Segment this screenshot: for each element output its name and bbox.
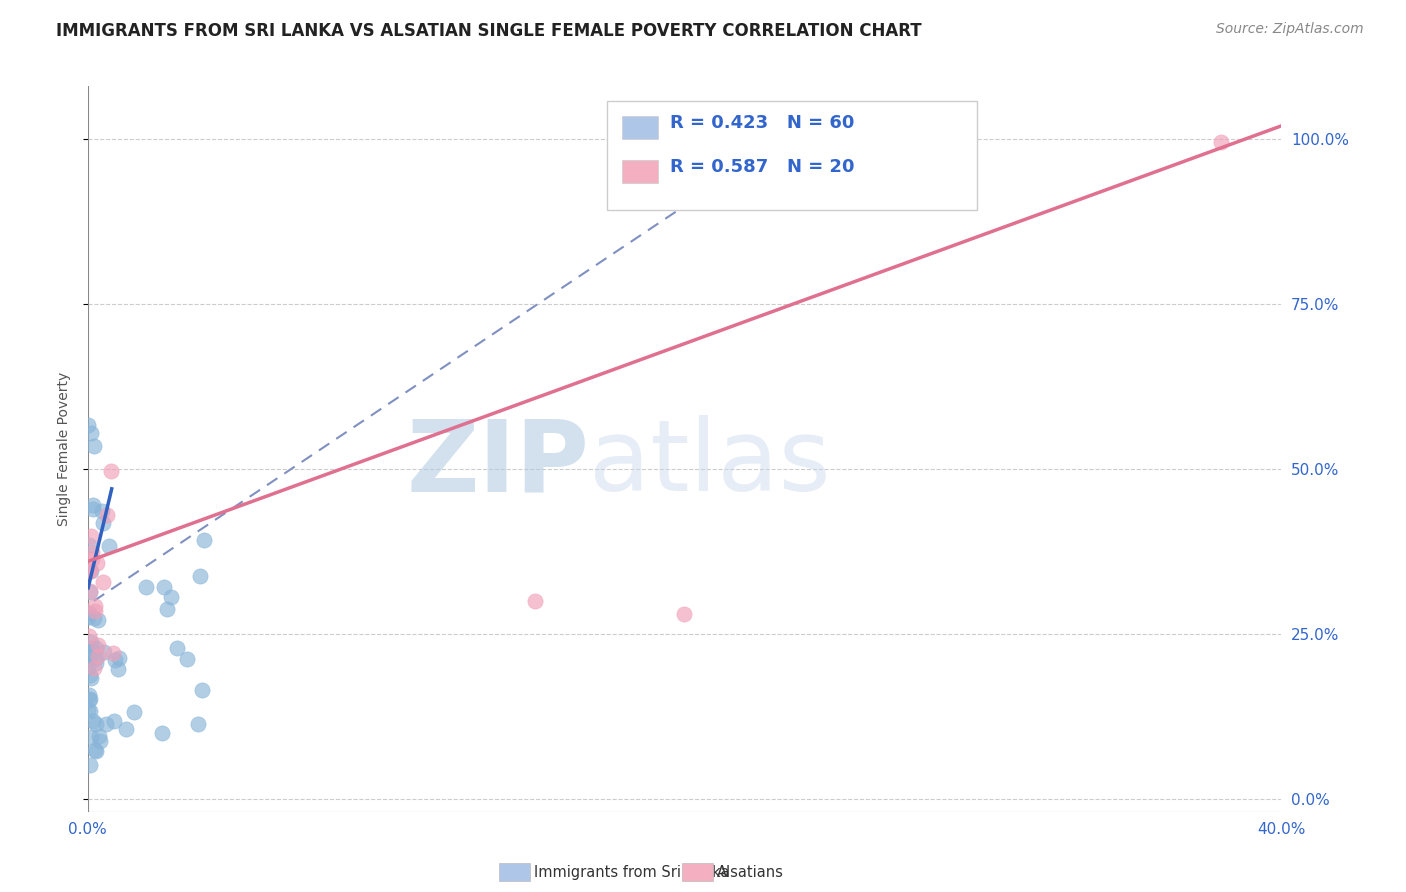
Point [77, 692, 100, 706]
Point [94, 717, 117, 731]
Point [84, 657, 107, 671]
Point [79, 584, 101, 599]
Point [91, 516, 114, 531]
Point [79, 691, 101, 706]
Point [84, 744, 107, 758]
Point [80, 634, 103, 648]
Point [98, 539, 121, 553]
Point [80, 545, 103, 559]
Point [79, 529, 101, 543]
FancyBboxPatch shape [623, 160, 658, 183]
Point [83, 439, 105, 453]
Point [79, 425, 101, 440]
Point [84, 599, 107, 613]
Point [83, 611, 105, 625]
Point [190, 682, 212, 697]
Text: Source: ZipAtlas.com: Source: ZipAtlas.com [1216, 22, 1364, 37]
FancyBboxPatch shape [623, 116, 658, 139]
Point [79, 564, 101, 578]
Point [77, 629, 100, 643]
Text: Immigrants from Sri Lanka: Immigrants from Sri Lanka [534, 865, 730, 880]
Point [83, 743, 105, 757]
Point [90, 504, 112, 518]
Point [87, 613, 110, 627]
Point [79, 585, 101, 599]
Point [101, 646, 124, 660]
Point [79, 688, 101, 702]
Point [79, 652, 101, 666]
Point [84, 641, 107, 656]
Point [80, 564, 103, 578]
Point [83, 604, 105, 618]
Point [103, 714, 125, 728]
Point [80, 644, 103, 658]
Point [82, 552, 104, 566]
Point [93, 645, 115, 659]
Point [86, 651, 108, 665]
Text: IMMIGRANTS FROM SRI LANKA VS ALSATIAN SINGLE FEMALE POVERTY CORRELATION CHART: IMMIGRANTS FROM SRI LANKA VS ALSATIAN SI… [56, 22, 922, 40]
Point [77, 418, 100, 433]
Point [86, 638, 108, 652]
Point [155, 602, 177, 616]
Text: R = 0.587   N = 20: R = 0.587 N = 20 [671, 158, 855, 176]
Point [77, 610, 100, 624]
Point [107, 662, 129, 676]
Point [153, 580, 176, 594]
Point [160, 590, 183, 604]
Point [91, 575, 114, 590]
Point [84, 717, 107, 731]
Point [80, 730, 103, 744]
Point [77, 640, 100, 655]
Text: ZIP: ZIP [406, 416, 589, 512]
Point [152, 726, 174, 740]
Point [79, 758, 101, 772]
Point [188, 569, 211, 583]
Point [83, 661, 105, 675]
Point [80, 642, 103, 657]
Point [77, 538, 100, 552]
Point [1211, 136, 1233, 150]
Point [82, 714, 104, 729]
Point [524, 594, 547, 608]
Point [82, 499, 104, 513]
Point [87, 648, 110, 663]
Point [77, 565, 100, 579]
Point [79, 668, 101, 682]
FancyBboxPatch shape [607, 101, 977, 210]
Text: R = 0.423   N = 60: R = 0.423 N = 60 [671, 114, 855, 132]
Point [135, 580, 157, 594]
Point [176, 652, 198, 666]
Point [77, 703, 100, 717]
Y-axis label: Single Female Poverty: Single Female Poverty [58, 372, 72, 526]
Point [193, 533, 215, 547]
Point [108, 651, 131, 665]
Point [80, 671, 103, 685]
Point [104, 653, 127, 667]
Point [673, 607, 696, 622]
Point [86, 556, 108, 570]
Point [79, 704, 101, 718]
Point [187, 716, 209, 731]
Point [166, 640, 188, 655]
Point [89, 734, 111, 748]
Point [87, 729, 110, 743]
Point [77, 606, 100, 620]
Point [96, 508, 118, 522]
Text: Alsatians: Alsatians [717, 865, 785, 880]
Point [114, 722, 136, 736]
Point [100, 464, 122, 478]
Point [82, 501, 104, 516]
Point [77, 660, 100, 674]
Text: atlas: atlas [589, 416, 831, 512]
Point [122, 705, 145, 719]
